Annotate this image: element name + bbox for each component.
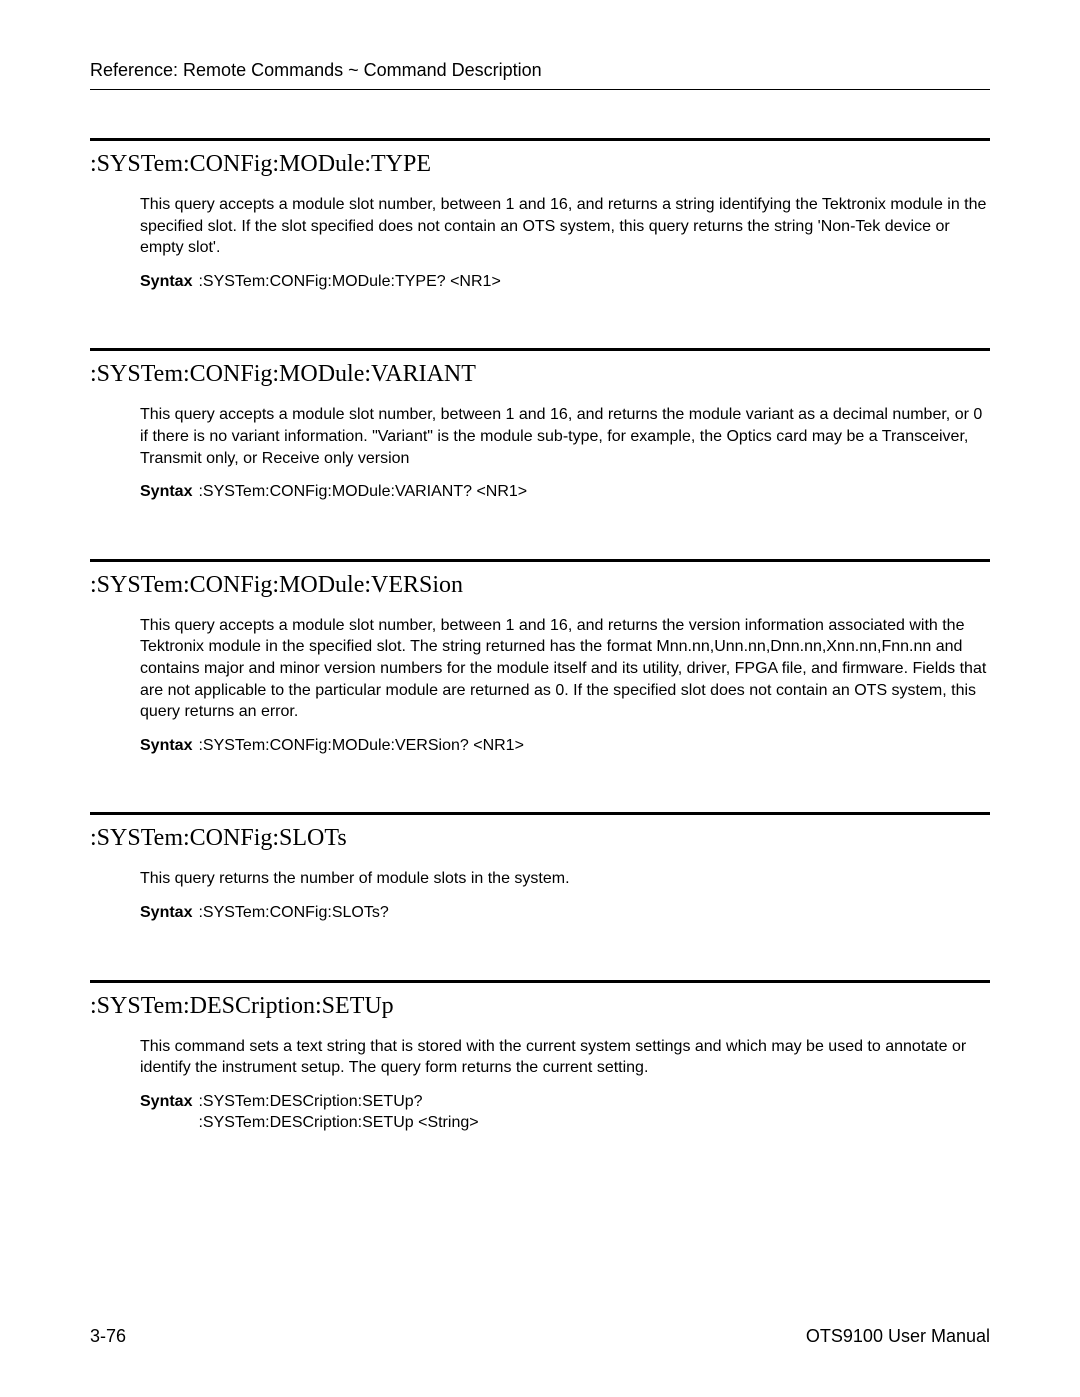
command-section: :SYSTem:DESCription:SETUp This command s… <box>90 980 990 1134</box>
section-title: :SYSTem:CONFig:MODule:TYPE <box>90 151 990 178</box>
page-number: 3-76 <box>90 1326 126 1347</box>
section-description: This query returns the number of module … <box>140 868 990 890</box>
section-body: This query accepts a module slot number,… <box>90 404 990 502</box>
section-body: This command sets a text string that is … <box>90 1036 990 1134</box>
syntax-line: :SYSTem:CONFig:MODule:VARIANT? <NR1> <box>198 481 527 503</box>
section-description: This query accepts a module slot number,… <box>140 615 990 723</box>
page-footer: 3-76 OTS9100 User Manual <box>90 1326 990 1347</box>
syntax-row: Syntax :SYSTem:DESCription:SETUp? :SYSTe… <box>140 1091 990 1134</box>
syntax-lines: :SYSTem:DESCription:SETUp? :SYSTem:DESCr… <box>198 1091 478 1134</box>
section-rule <box>90 812 990 815</box>
section-rule <box>90 559 990 562</box>
syntax-line: :SYSTem:DESCription:SETUp? <box>198 1091 478 1113</box>
syntax-label: Syntax <box>140 481 192 503</box>
syntax-lines: :SYSTem:CONFig:SLOTs? <box>198 902 388 924</box>
syntax-label: Syntax <box>140 735 192 757</box>
section-rule <box>90 348 990 351</box>
syntax-lines: :SYSTem:CONFig:MODule:VARIANT? <NR1> <box>198 481 527 503</box>
syntax-label: Syntax <box>140 271 192 293</box>
section-title: :SYSTem:DESCription:SETUp <box>90 993 990 1020</box>
section-rule <box>90 980 990 983</box>
section-body: This query accepts a module slot number,… <box>90 615 990 757</box>
syntax-row: Syntax :SYSTem:CONFig:SLOTs? <box>140 902 990 924</box>
syntax-row: Syntax :SYSTem:CONFig:MODule:VARIANT? <N… <box>140 481 990 503</box>
syntax-row: Syntax :SYSTem:CONFig:MODule:TYPE? <NR1> <box>140 271 990 293</box>
syntax-label: Syntax <box>140 1091 192 1113</box>
section-description: This query accepts a module slot number,… <box>140 194 990 259</box>
section-title: :SYSTem:CONFig:MODule:VARIANT <box>90 361 990 388</box>
section-description: This command sets a text string that is … <box>140 1036 990 1079</box>
syntax-row: Syntax :SYSTem:CONFig:MODule:VERSion? <N… <box>140 735 990 757</box>
section-body: This query accepts a module slot number,… <box>90 194 990 292</box>
syntax-lines: :SYSTem:CONFig:MODule:VERSion? <NR1> <box>198 735 523 757</box>
syntax-line: :SYSTem:CONFig:SLOTs? <box>198 902 388 924</box>
syntax-line: :SYSTem:CONFig:MODule:VERSion? <NR1> <box>198 735 523 757</box>
syntax-lines: :SYSTem:CONFig:MODule:TYPE? <NR1> <box>198 271 500 293</box>
page-header: Reference: Remote Commands ~ Command Des… <box>90 60 990 90</box>
manual-title: OTS9100 User Manual <box>806 1326 990 1347</box>
section-body: This query returns the number of module … <box>90 868 990 923</box>
syntax-label: Syntax <box>140 902 192 924</box>
section-description: This query accepts a module slot number,… <box>140 404 990 469</box>
command-section: :SYSTem:CONFig:MODule:VARIANT This query… <box>90 348 990 502</box>
syntax-line: :SYSTem:CONFig:MODule:TYPE? <NR1> <box>198 271 500 293</box>
section-title: :SYSTem:CONFig:MODule:VERSion <box>90 572 990 599</box>
command-section: :SYSTem:CONFig:SLOTs This query returns … <box>90 812 990 923</box>
syntax-line: :SYSTem:DESCription:SETUp <String> <box>198 1112 478 1134</box>
command-section: :SYSTem:CONFig:MODule:VERSion This query… <box>90 559 990 757</box>
command-section: :SYSTem:CONFig:MODule:TYPE This query ac… <box>90 138 990 292</box>
section-rule <box>90 138 990 141</box>
section-title: :SYSTem:CONFig:SLOTs <box>90 825 990 852</box>
breadcrumb: Reference: Remote Commands ~ Command Des… <box>90 60 542 80</box>
